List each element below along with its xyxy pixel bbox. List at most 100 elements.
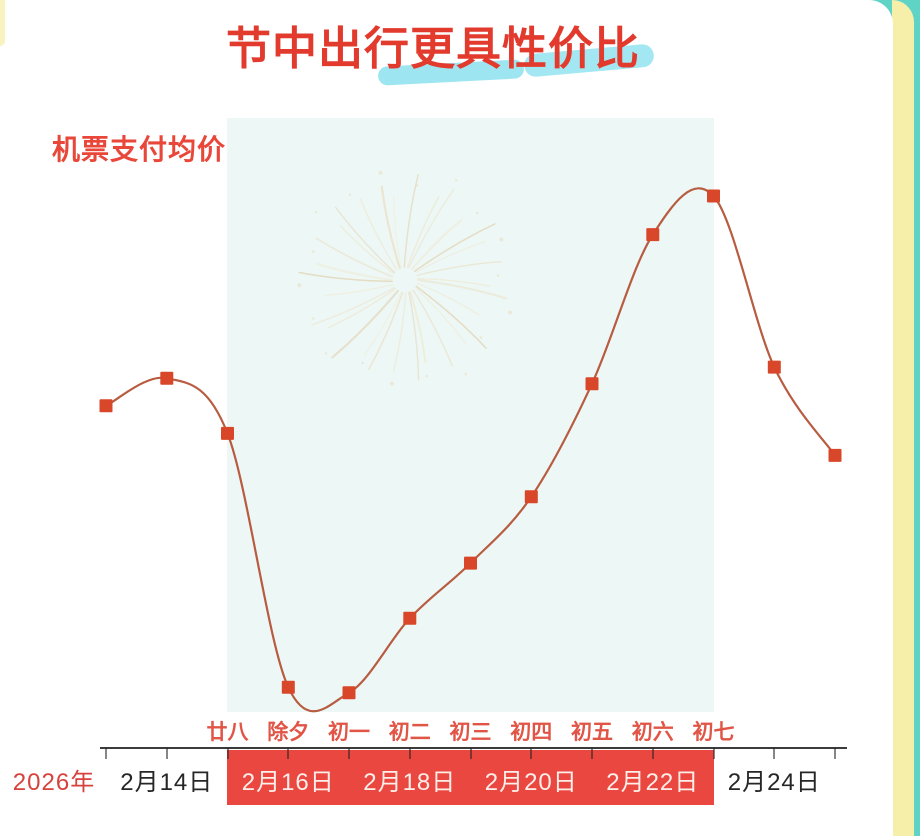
data-point-marker [524,490,538,504]
firework-ray [411,219,462,271]
firework-ray [417,277,490,287]
firework-ray [412,289,453,367]
firework-spark [389,381,394,386]
lunar-day-label: 初二 [388,721,431,744]
firework-ray [409,290,427,363]
axis-tick [226,748,229,759]
content-card: 节中出行更具性价比 机票支付均价 2月14日 2月16日 2月18日 2月20日 2月2… [0,0,893,836]
firework-ray [408,188,455,269]
date-label: 2月24日 [727,769,821,796]
lunar-day-label: 初七 [692,721,735,744]
festival-plot-band [227,118,714,712]
firework-ray [324,283,394,297]
firework-ray [403,174,419,268]
firework-ray [334,206,396,274]
axis-tick [530,748,533,759]
chart-title: 机票支付均价 [52,134,227,165]
data-point-marker [99,399,113,413]
firework-spark [314,211,318,214]
firework-spark [508,310,512,315]
firework-ray [416,260,502,277]
data-point-marker [160,371,174,385]
background-edge-yellow [892,0,914,836]
date-label: 2月18日 [363,769,457,796]
firework-spark [311,250,315,253]
lunar-day-label: 除夕 [267,721,310,744]
firework-ray [339,224,395,275]
firework-ray [415,285,487,349]
firework-ray [392,194,402,269]
firework-spark [312,317,315,320]
year-label: 2026年 [12,769,96,796]
axis-tick [348,748,350,759]
firework-ray [416,282,480,316]
firework-ray [414,286,468,345]
date-label: 2月16日 [241,769,335,796]
firework-ray [328,287,397,329]
firework-ray [363,291,402,357]
firework-ray [315,237,394,278]
fireworks-icon [297,170,512,386]
firework-spark [454,179,458,182]
firework-ray [298,271,393,283]
corner-decoration [0,0,5,46]
page-title: 节中出行更具性价比 [225,23,640,74]
axis-tick [165,748,168,759]
firework-spark [324,352,328,355]
data-point-marker [464,556,477,570]
firework-spark [297,283,302,288]
data-point-marker [342,686,356,700]
firework-ray [368,291,404,370]
data-point-marker [707,189,720,203]
date-label: 2月20日 [484,769,578,796]
lunar-day-label: 初五 [571,721,613,744]
firework-spark [425,374,429,378]
axis-tick [469,748,472,759]
firework-ray [414,240,486,274]
firework-spark [499,237,504,242]
firework-ray [311,286,396,326]
firework-spark [476,211,479,215]
axis-tick [773,748,776,759]
axis-tick [712,748,715,759]
firework-ray [331,289,399,359]
page-title-wrap: 节中出行更具性价比 [0,22,866,92]
axis-tick [651,748,654,759]
date-label: 2月14日 [120,769,214,796]
festival-axis-band [227,750,714,805]
data-point-marker [767,360,781,374]
data-point-marker [403,611,417,625]
date-label: 2月22日 [606,769,700,796]
axis-tick [287,748,290,759]
firework-ray [380,185,401,270]
firework-ray [359,198,398,271]
data-point-marker [646,228,660,242]
firework-spark [378,170,383,175]
axis-tick [834,748,836,759]
firework-ray [392,292,407,373]
firework-spark [464,372,467,376]
axis-tick [408,748,411,759]
price-line [105,187,836,713]
firework-ray [408,291,420,381]
axis-tick [591,748,593,759]
data-point-marker [828,448,842,462]
data-point-marker [585,377,599,391]
firework-ray [413,223,496,273]
firework-spark [479,336,483,339]
axis-tick [105,748,107,759]
firework-ray [406,196,440,269]
lunar-day-label: 初一 [328,721,370,744]
firework-spark [415,184,419,187]
x-axis-line [100,747,847,749]
lunar-day-label: 初六 [631,721,674,744]
data-point-marker [221,426,234,440]
lunar-day-label: 廿八 [206,721,249,744]
data-point-marker [281,680,295,694]
firework-spark [496,274,500,277]
lunar-day-label: 初四 [510,721,553,744]
firework-ray [416,278,508,300]
firework-ray [316,263,394,282]
